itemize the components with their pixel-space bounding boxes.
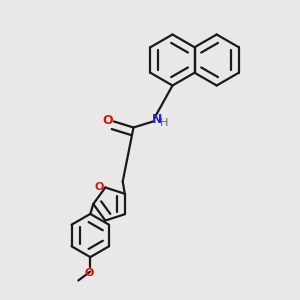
Text: O: O bbox=[102, 113, 113, 127]
Text: N: N bbox=[152, 112, 162, 126]
Text: O: O bbox=[84, 268, 94, 278]
Text: H: H bbox=[160, 118, 169, 128]
Text: O: O bbox=[94, 182, 104, 192]
